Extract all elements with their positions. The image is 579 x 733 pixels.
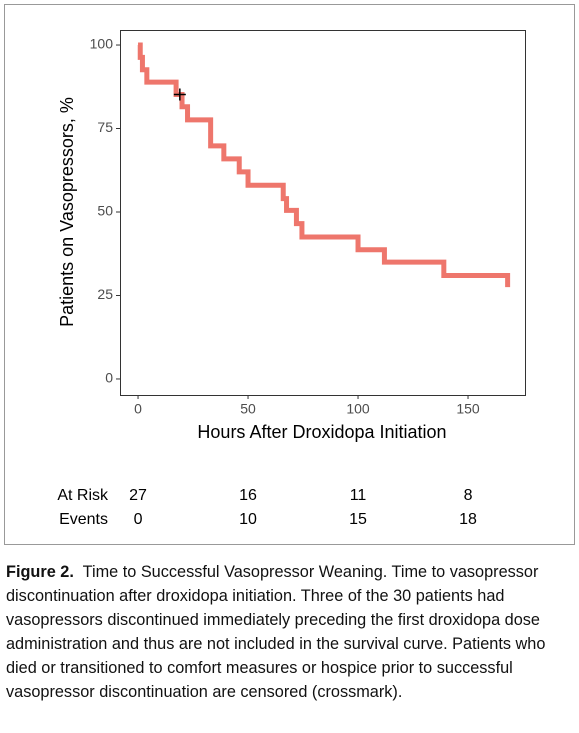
risk-value: 27 — [129, 487, 147, 504]
risk-value: 8 — [464, 487, 473, 504]
risk-row-label: At Risk — [57, 487, 109, 504]
y-axis-title: Patients on Vasopressors, % — [57, 97, 77, 327]
figure-frame — [4, 4, 575, 545]
chart: Hours After Droxidopa Initiation Patient… — [4, 4, 575, 545]
risk-value: 16 — [239, 487, 257, 504]
caption-label: Figure 2. — [6, 563, 74, 581]
risk-row-label: Events — [59, 511, 108, 528]
censor-mark — [173, 88, 186, 101]
risk-value: 11 — [350, 487, 367, 504]
caption-text: Time to Successful Vasopressor Weaning. … — [6, 563, 546, 701]
risk-value: 15 — [349, 511, 367, 528]
risk-value: 10 — [239, 511, 257, 528]
survival-curve — [137, 42, 511, 288]
risk-value: 18 — [459, 511, 477, 528]
caption: Figure 2. Time to Successful Vasopressor… — [6, 560, 576, 704]
y-tick-label: 0 — [105, 370, 113, 386]
x-tick-label: 100 — [346, 401, 370, 417]
y-tick-label: 75 — [97, 119, 113, 135]
y-tick-label: 25 — [97, 286, 113, 302]
y-tick-label: 50 — [97, 203, 113, 219]
y-tick-label: 100 — [90, 36, 114, 52]
x-axis-title: Hours After Droxidopa Initiation — [197, 422, 446, 442]
risk-value: 0 — [134, 511, 143, 528]
plot-panel — [120, 30, 526, 396]
x-tick-label: 150 — [456, 401, 480, 417]
x-tick-label: 0 — [134, 401, 142, 417]
x-tick-label: 50 — [240, 401, 256, 417]
